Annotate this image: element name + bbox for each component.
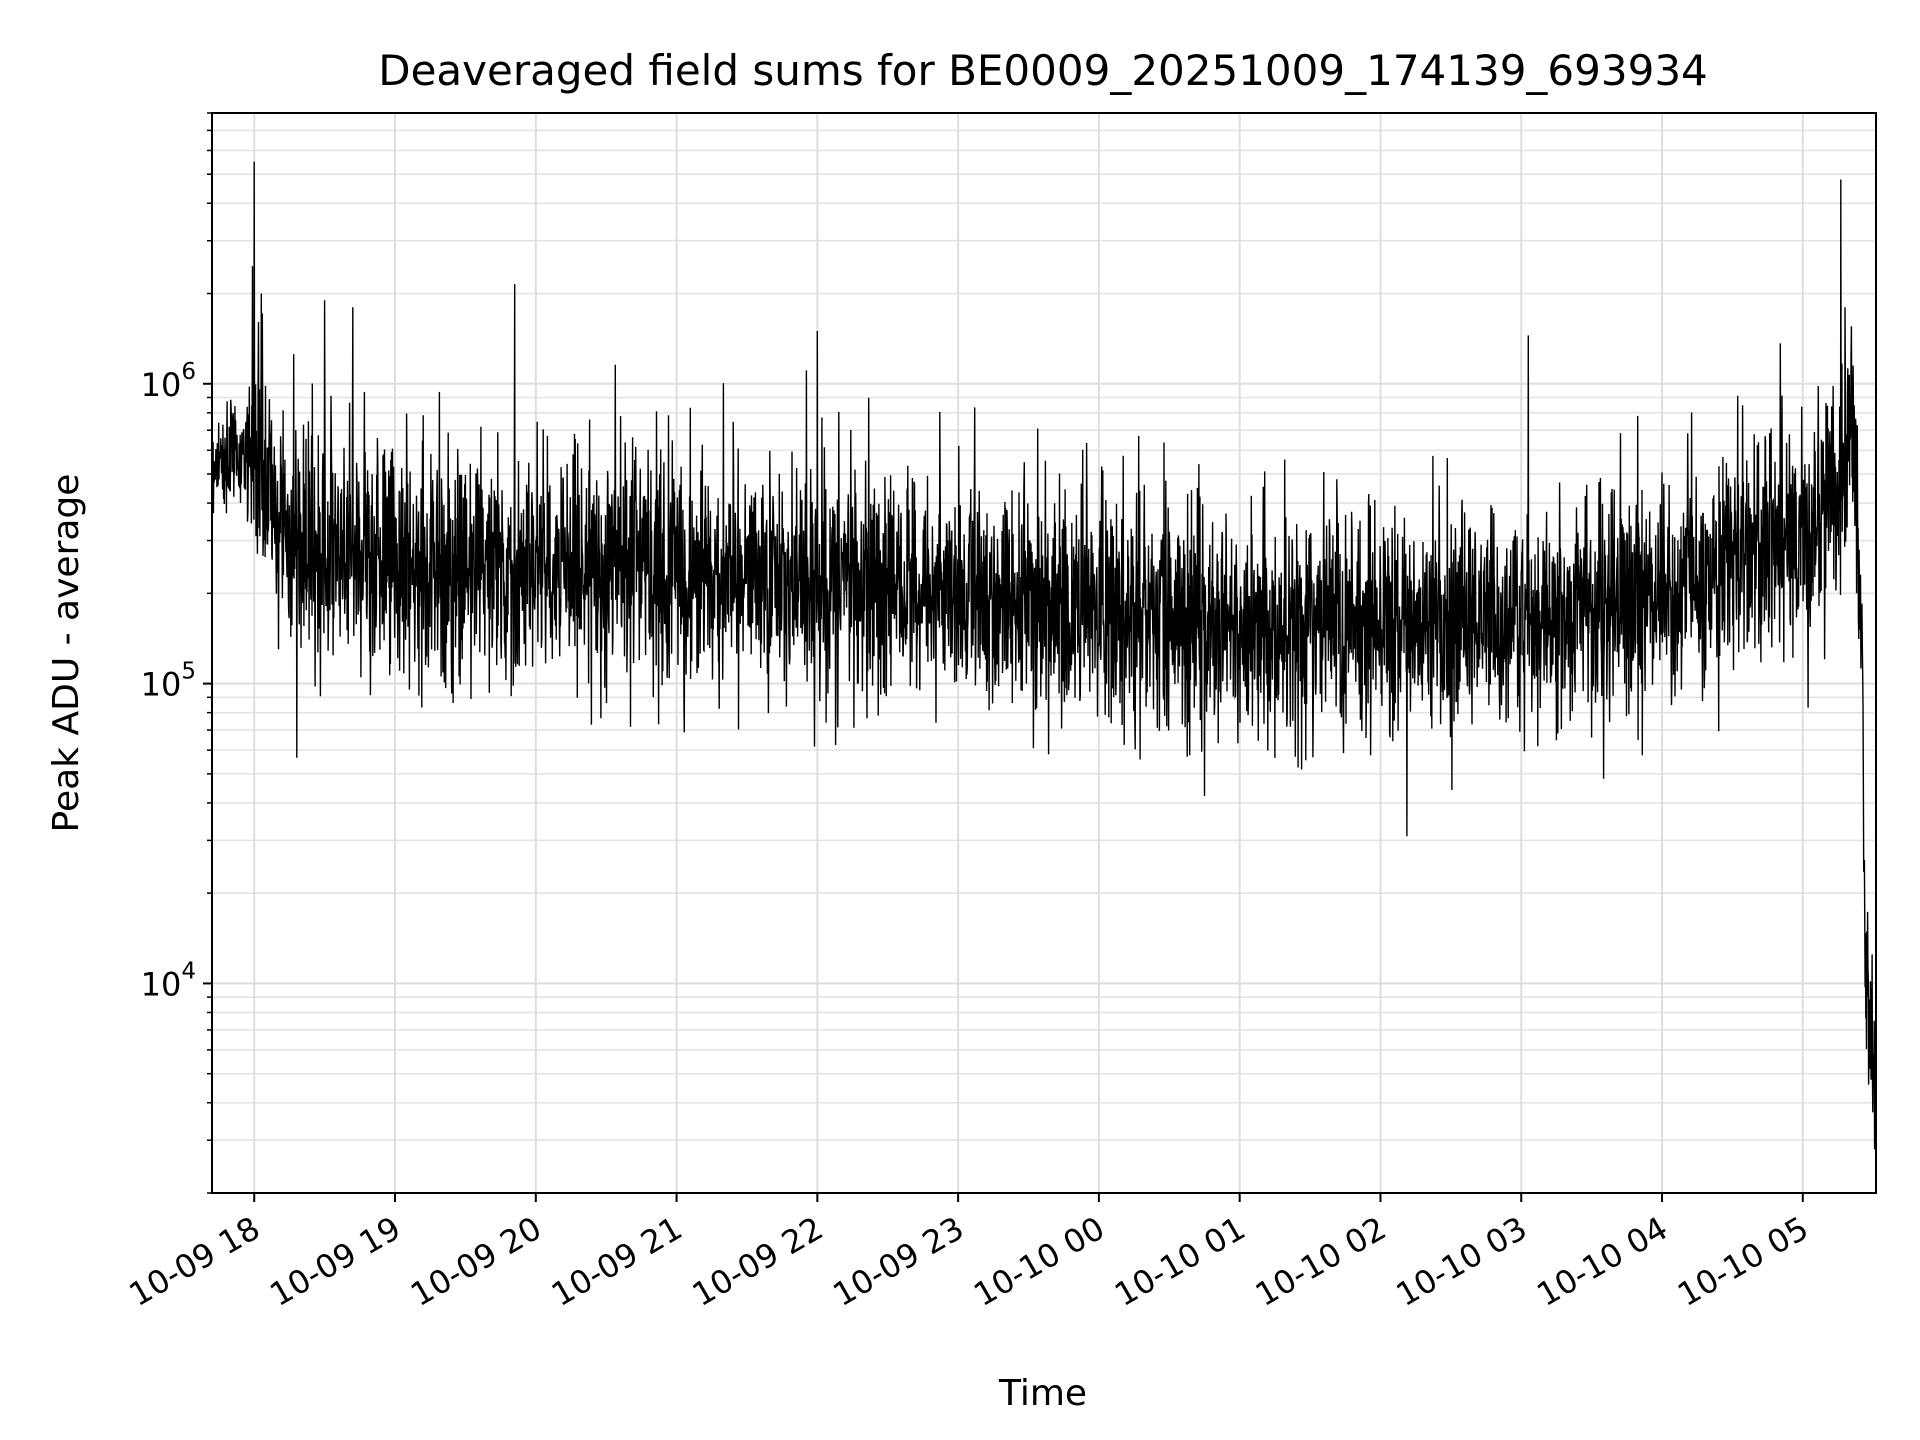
grid-minor (212, 112, 1876, 1194)
chart-title: Deaveraged field sums for BE0009_2025100… (378, 46, 1708, 95)
y-axis: 104 105 106 (141, 112, 212, 1194)
series-line (211, 161, 1877, 1150)
plot-frame (211, 112, 1877, 1194)
x-axis-label: Time (998, 1373, 1087, 1414)
y-tick-label: 104 (141, 958, 196, 1003)
plot-series (211, 161, 1877, 1150)
y-tick-label: 106 (141, 359, 196, 404)
grid-major (212, 113, 1876, 1193)
y-axis-label: Peak ADU - average (46, 474, 87, 833)
y-tick-label: 105 (141, 659, 196, 704)
